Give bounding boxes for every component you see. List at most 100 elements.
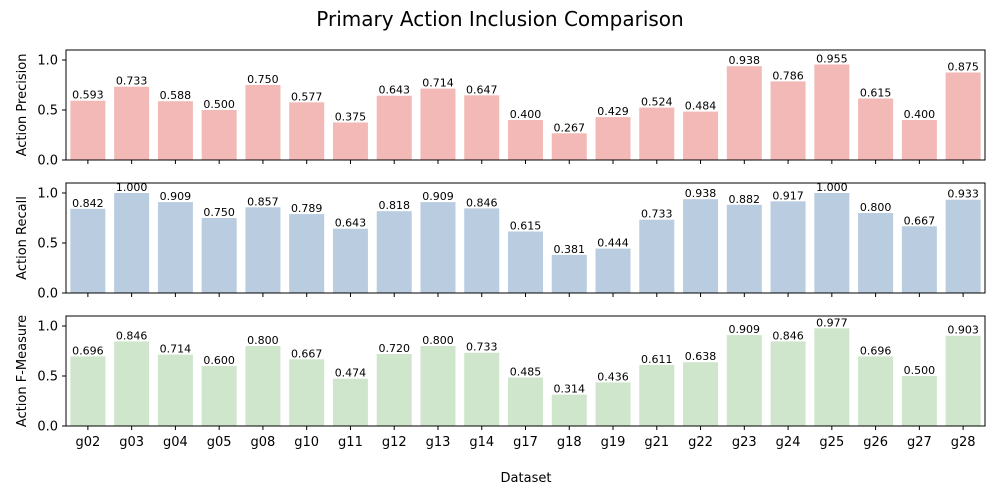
bar-g26 bbox=[858, 356, 894, 426]
bar-g28 bbox=[945, 335, 981, 426]
bar-g17 bbox=[507, 120, 544, 160]
panel-1: 0.593 0.733 0.588 0.500 0.750 0.577 0.375 0.643… bbox=[15, 49, 986, 169]
bar-g14 bbox=[464, 208, 500, 293]
y-tick-label: 0.0 bbox=[37, 420, 58, 435]
data-label-g12: 0.720 bbox=[378, 342, 410, 355]
data-label-g08: 0.857 bbox=[247, 195, 279, 208]
data-label-g22: 0.938 bbox=[685, 187, 717, 200]
data-label-g13: 0.714 bbox=[422, 77, 454, 90]
data-label-g03: 0.846 bbox=[116, 329, 148, 342]
data-label-g12: 0.818 bbox=[378, 199, 410, 212]
x-tick-label-g25: g25 bbox=[819, 435, 844, 450]
data-label-g10: 0.577 bbox=[291, 90, 323, 103]
y-axis-label: Action Precision bbox=[15, 54, 30, 157]
bar-g03 bbox=[114, 86, 150, 160]
data-label-g23: 0.938 bbox=[729, 54, 761, 67]
bar-g24 bbox=[770, 341, 806, 426]
data-label-g26: 0.615 bbox=[860, 87, 892, 100]
bar-g17 bbox=[507, 377, 544, 426]
y-tick-label: 0.5 bbox=[37, 104, 58, 119]
x-tick-label-g18: g18 bbox=[557, 435, 582, 450]
x-tick-label-g05: g05 bbox=[207, 435, 232, 450]
data-label-g05: 0.750 bbox=[203, 206, 235, 219]
x-tick-label-g28: g28 bbox=[951, 435, 976, 450]
data-label-g24: 0.786 bbox=[772, 69, 804, 82]
bar-g02 bbox=[70, 356, 106, 426]
y-axis-label: Action F-Measure bbox=[15, 315, 30, 427]
y-tick-label: 1.0 bbox=[37, 187, 58, 202]
bar-g25 bbox=[814, 193, 850, 293]
bar-g05 bbox=[201, 110, 237, 160]
x-axis-label: Dataset bbox=[501, 471, 552, 486]
bar-g27 bbox=[901, 226, 937, 293]
data-label-g21: 0.611 bbox=[641, 353, 673, 366]
data-label-g21: 0.524 bbox=[641, 96, 673, 109]
bar-g03 bbox=[114, 341, 150, 426]
bar-g21 bbox=[639, 107, 675, 160]
data-label-g03: 1.000 bbox=[116, 181, 148, 194]
data-label-g18: 0.314 bbox=[554, 383, 586, 396]
y-tick-label: 0.5 bbox=[37, 237, 58, 252]
bar-g22 bbox=[683, 362, 719, 426]
x-tick-label-g10: g10 bbox=[294, 435, 319, 450]
data-label-g22: 0.638 bbox=[685, 350, 717, 363]
data-label-g19: 0.444 bbox=[597, 237, 629, 250]
x-tick-label-g02: g02 bbox=[75, 435, 100, 450]
y-tick-label: 1.0 bbox=[37, 320, 58, 335]
bar-g05 bbox=[201, 366, 237, 426]
y-tick-label: 1.0 bbox=[37, 54, 58, 69]
bar-g02 bbox=[70, 100, 106, 160]
x-tick-label-g22: g22 bbox=[688, 435, 713, 450]
bar-g23 bbox=[726, 204, 762, 293]
bar-g08 bbox=[245, 207, 281, 293]
bar-g14 bbox=[464, 95, 500, 160]
bar-g19 bbox=[595, 248, 631, 293]
y-axis-label: Action Recall bbox=[15, 196, 30, 280]
bar-g21 bbox=[639, 364, 675, 426]
bar-g03 bbox=[114, 193, 150, 293]
bar-g11 bbox=[332, 122, 368, 160]
bar-g12 bbox=[376, 354, 412, 426]
bar-g23 bbox=[726, 66, 762, 160]
x-tick-label-g12: g12 bbox=[382, 435, 407, 450]
data-label-g27: 0.667 bbox=[904, 214, 936, 227]
data-label-g11: 0.375 bbox=[335, 111, 367, 124]
bar-g13 bbox=[420, 88, 456, 160]
bar-g26 bbox=[858, 213, 894, 293]
bar-g18 bbox=[551, 254, 587, 293]
x-tick-label-g21: g21 bbox=[644, 435, 669, 450]
data-label-g08: 0.750 bbox=[247, 73, 279, 86]
bar-g27 bbox=[901, 376, 937, 426]
data-label-g14: 0.647 bbox=[466, 83, 498, 96]
data-label-g10: 0.789 bbox=[291, 202, 323, 215]
bar-g18 bbox=[551, 133, 587, 160]
bar-g13 bbox=[420, 202, 456, 293]
bar-g10 bbox=[289, 214, 325, 293]
data-label-g14: 0.846 bbox=[466, 196, 498, 209]
x-tick-label-g26: g26 bbox=[863, 435, 888, 450]
bar-g23 bbox=[726, 335, 762, 426]
bar-g22 bbox=[683, 199, 719, 293]
data-label-g03: 0.733 bbox=[116, 75, 148, 88]
data-label-g25: 0.955 bbox=[816, 53, 848, 66]
bar-g04 bbox=[157, 354, 193, 426]
bar-g13 bbox=[420, 346, 456, 426]
data-label-g05: 0.600 bbox=[203, 354, 235, 367]
data-label-g14: 0.733 bbox=[466, 341, 498, 354]
data-label-g11: 0.474 bbox=[335, 367, 367, 380]
x-tick-label-g24: g24 bbox=[776, 435, 801, 450]
y-tick-label: 0.0 bbox=[37, 154, 58, 169]
x-tick-label-g11: g11 bbox=[338, 435, 363, 450]
bar-g19 bbox=[595, 117, 631, 160]
data-label-g02: 0.593 bbox=[72, 89, 104, 102]
bar-g11 bbox=[332, 228, 368, 293]
chart-title: Primary Action Inclusion Comparison bbox=[316, 7, 683, 31]
bar-g19 bbox=[595, 382, 631, 426]
data-label-g13: 0.800 bbox=[422, 334, 454, 347]
bar-g12 bbox=[376, 211, 412, 293]
bar-g12 bbox=[376, 95, 412, 160]
x-tick-label-g14: g14 bbox=[469, 435, 494, 450]
bar-g04 bbox=[157, 101, 193, 160]
data-label-g08: 0.800 bbox=[247, 334, 279, 347]
